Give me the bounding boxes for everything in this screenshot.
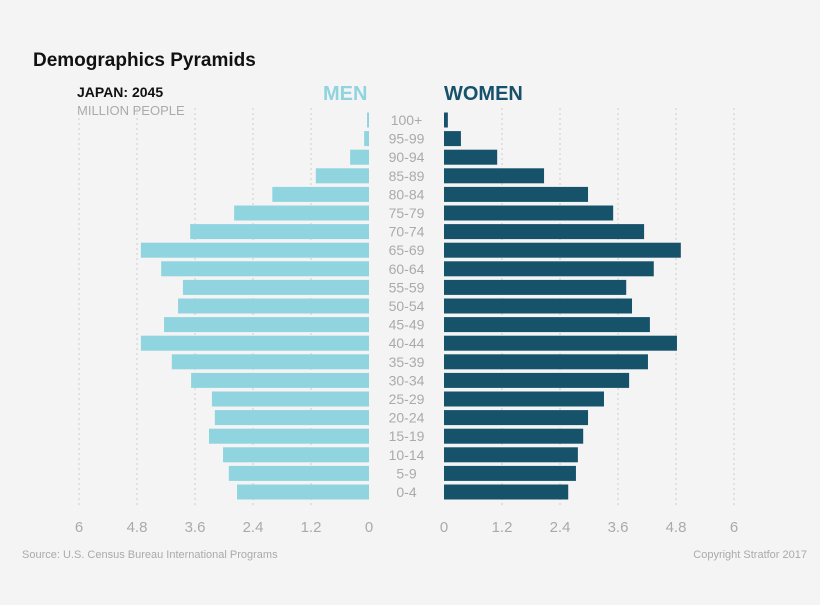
chart-subtitle: JAPAN: 2045	[77, 84, 164, 100]
women-bar	[444, 168, 545, 184]
women-bar	[444, 410, 589, 426]
men-bar	[209, 428, 369, 444]
women-bar	[444, 205, 614, 221]
men-bar	[228, 465, 369, 481]
women-bar	[444, 428, 584, 444]
age-group-label: 40-44	[389, 335, 425, 351]
age-group-label: 55-59	[389, 279, 425, 295]
legend-women: WOMEN	[444, 83, 523, 105]
x-tick-label-women: 2.4	[550, 519, 571, 536]
men-bar	[350, 149, 369, 165]
women-bar	[444, 354, 648, 370]
age-group-label: 60-64	[389, 261, 425, 277]
women-bar	[444, 279, 627, 295]
source-note: Source: U.S. Census Bureau International…	[22, 549, 278, 561]
x-tick-label-men: 3.6	[185, 519, 206, 536]
age-group-label: 95-99	[389, 131, 425, 147]
men-bar	[164, 317, 369, 333]
women-bar	[444, 465, 576, 481]
men-bar	[191, 372, 369, 388]
age-group-label: 65-69	[389, 242, 425, 258]
men-bar	[178, 298, 369, 314]
men-bar	[182, 279, 369, 295]
age-group-label: 90-94	[389, 149, 425, 165]
age-group-label: 70-74	[389, 224, 425, 240]
x-tick-label-women: 0	[440, 519, 448, 536]
x-tick-label-men: 1.2	[301, 519, 322, 536]
men-bar	[140, 242, 369, 258]
men-bar	[223, 447, 369, 463]
women-bar	[444, 372, 630, 388]
x-tick-label-men: 2.4	[243, 519, 264, 536]
age-group-label: 100+	[391, 112, 423, 128]
x-tick-label-women: 6	[730, 519, 738, 536]
age-group-label: 75-79	[389, 205, 425, 221]
women-bar	[444, 242, 681, 258]
age-group-label: 50-54	[389, 298, 425, 314]
women-bar	[444, 447, 578, 463]
women-bar	[444, 112, 448, 128]
age-group-label: 35-39	[389, 354, 425, 370]
copyright-note: Copyright Stratfor 2017	[693, 549, 807, 561]
x-tick-label-women: 4.8	[666, 519, 687, 536]
women-bar	[444, 317, 650, 333]
men-bar	[234, 205, 369, 221]
x-tick-label-men: 6	[75, 519, 83, 536]
women-bar	[444, 131, 461, 147]
legend-men: MEN	[323, 83, 368, 105]
age-group-label: 15-19	[389, 428, 425, 444]
age-group-label: 30-34	[389, 372, 425, 388]
x-tick-label-women: 3.6	[608, 519, 629, 536]
men-bar	[364, 131, 369, 147]
women-bar	[444, 391, 604, 407]
men-bar	[140, 335, 369, 351]
women-bar	[444, 186, 589, 202]
women-bar	[444, 149, 498, 165]
women-bar	[444, 335, 677, 351]
x-tick-label-men: 4.8	[127, 519, 148, 536]
women-bar	[444, 261, 654, 277]
men-bar	[367, 112, 369, 128]
age-group-label: 5-9	[396, 465, 416, 481]
x-tick-label-women: 1.2	[492, 519, 513, 536]
men-bar	[214, 410, 369, 426]
men-bar	[190, 224, 369, 240]
men-bar	[161, 261, 369, 277]
men-bar	[211, 391, 369, 407]
age-group-label: 45-49	[389, 317, 425, 333]
x-tick-label-men: 0	[365, 519, 373, 536]
age-group-label: 10-14	[389, 447, 425, 463]
women-bar	[444, 298, 633, 314]
women-bar	[444, 224, 645, 240]
age-group-label: 80-84	[389, 186, 425, 202]
age-group-label: 85-89	[389, 168, 425, 184]
age-group-label: 25-29	[389, 391, 425, 407]
men-bar	[171, 354, 369, 370]
unit-label: MILLION PEOPLE	[77, 103, 185, 118]
men-bar	[237, 484, 369, 500]
age-group-label: 20-24	[389, 410, 425, 426]
men-bar	[272, 186, 369, 202]
men-bar	[315, 168, 369, 184]
age-group-label: 0-4	[396, 484, 416, 500]
chart-title: Demographics Pyramids	[33, 50, 256, 71]
women-bar	[444, 484, 569, 500]
